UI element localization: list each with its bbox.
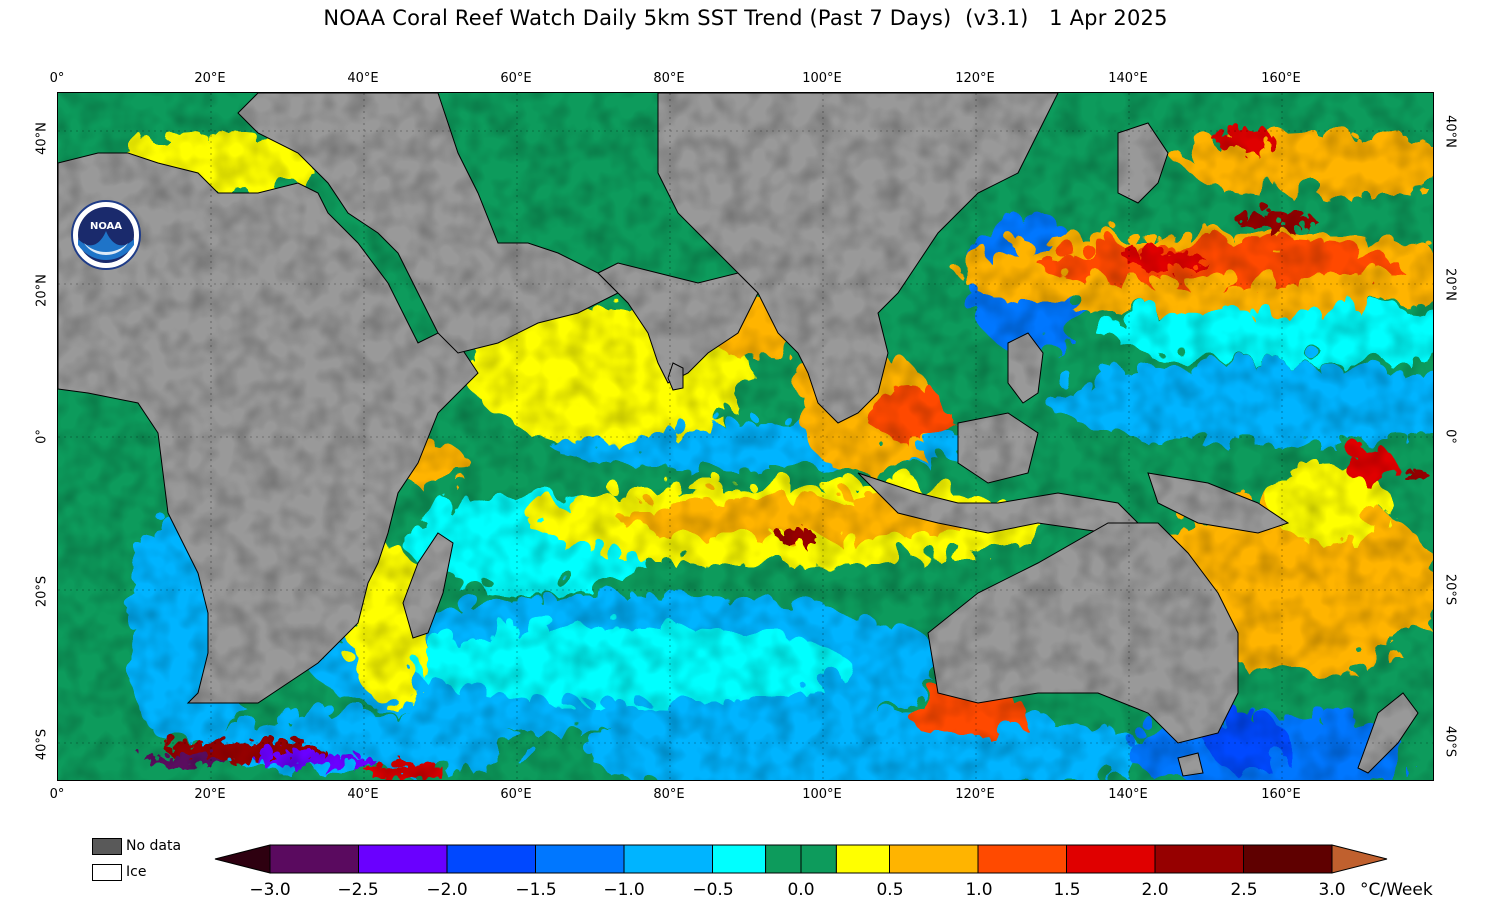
lon-tick-bottom: 160°E: [1261, 787, 1301, 802]
lon-tick-bottom: 120°E: [955, 787, 995, 802]
lon-tick-bottom: 40°E: [347, 787, 379, 802]
lon-tick-top: 20°E: [194, 71, 226, 86]
lat-tick-left: 20°S: [34, 575, 50, 608]
no-data-swatch: [92, 838, 122, 855]
colorbar-bin-8: [835, 844, 891, 874]
noaa-logo: NOAA: [71, 200, 141, 270]
map-canvas: NOAA: [58, 93, 1433, 780]
map-title: NOAA Coral Reef Watch Daily 5km SST Tren…: [323, 6, 1168, 30]
colorbar-tick-label: −2.0: [426, 880, 468, 900]
lon-tick-bottom: 20°E: [194, 787, 226, 802]
colorbar-over-arrow: [1331, 844, 1388, 874]
lon-tick-top: 160°E: [1261, 71, 1301, 86]
colorbar: [214, 844, 1388, 874]
colorbar-bin-10: [977, 844, 1067, 874]
lon-tick-bottom: 60°E: [500, 787, 532, 802]
colorbar-tick-label: 0.5: [876, 880, 904, 900]
colorbar-tick-label: −0.5: [692, 880, 734, 900]
colorbar-bin-3: [535, 844, 625, 874]
lon-tick-top: 60°E: [500, 71, 532, 86]
ice-label: Ice: [126, 864, 147, 880]
lat-tick-left: 20°N: [34, 274, 50, 307]
colorbar-tick-label: −3.0: [249, 880, 291, 900]
colorbar-tick-label: −1.5: [515, 880, 557, 900]
lon-tick-top: 0°: [49, 71, 65, 86]
lon-tick-top: 100°E: [802, 71, 842, 86]
colorbar-bin-6: [765, 844, 802, 874]
colorbar-bin-2: [446, 844, 536, 874]
lat-tick-left: 40°S: [34, 728, 50, 761]
lon-tick-top: 120°E: [955, 71, 995, 86]
texture-overlay: [58, 93, 1433, 780]
colorbar-tick-label: 0.0: [787, 880, 815, 900]
colorbar-tick-label: −1.0: [603, 880, 645, 900]
lon-tick-bottom: 80°E: [653, 787, 685, 802]
colorbar-unit: °C/Week: [1360, 880, 1433, 900]
ice-swatch: [92, 864, 122, 881]
lon-tick-bottom: 100°E: [802, 787, 842, 802]
lon-tick-top: 80°E: [653, 71, 685, 86]
colorbar-tick-label: 2.0: [1141, 880, 1169, 900]
lat-tick-right: 20°S: [1442, 573, 1458, 606]
colorbar-bin-13: [1243, 844, 1333, 874]
colorbar-bin-1: [358, 844, 448, 874]
sst-trend-map[interactable]: NOAA: [57, 92, 1434, 781]
colorbar-bin-4: [623, 844, 713, 874]
noaa-logo-text: NOAA: [90, 221, 122, 232]
lat-tick-right: 40°S: [1442, 725, 1458, 758]
lat-tick-right: 0°: [1442, 429, 1458, 444]
colorbar-bin-0: [269, 844, 359, 874]
lon-tick-bottom: 0°: [49, 787, 65, 802]
colorbar-tick-label: 1.5: [1053, 880, 1081, 900]
colorbar-bin-9: [889, 844, 979, 874]
colorbar-bin-12: [1154, 844, 1244, 874]
colorbar-tick-label: 2.5: [1230, 880, 1258, 900]
colorbar-bin-5: [712, 844, 767, 874]
lat-tick-right: 20°N: [1442, 268, 1458, 301]
colorbar-tick-label: 3.0: [1318, 880, 1346, 900]
colorbar-bin-7: [800, 844, 837, 874]
lat-tick-left: 40°N: [34, 122, 50, 155]
colorbar-tick-label: 1.0: [965, 880, 993, 900]
lon-tick-bottom: 140°E: [1108, 787, 1148, 802]
graticule: [58, 93, 1433, 780]
colorbar-bin-11: [1066, 844, 1156, 874]
no-data-label: No data: [126, 838, 182, 854]
lat-tick-left: 0°: [34, 429, 50, 444]
lon-tick-top: 40°E: [347, 71, 379, 86]
lat-tick-right: 40°N: [1442, 115, 1458, 148]
colorbar-under-arrow: [214, 844, 271, 874]
lon-tick-top: 140°E: [1108, 71, 1148, 86]
colorbar-tick-label: −2.5: [337, 880, 379, 900]
